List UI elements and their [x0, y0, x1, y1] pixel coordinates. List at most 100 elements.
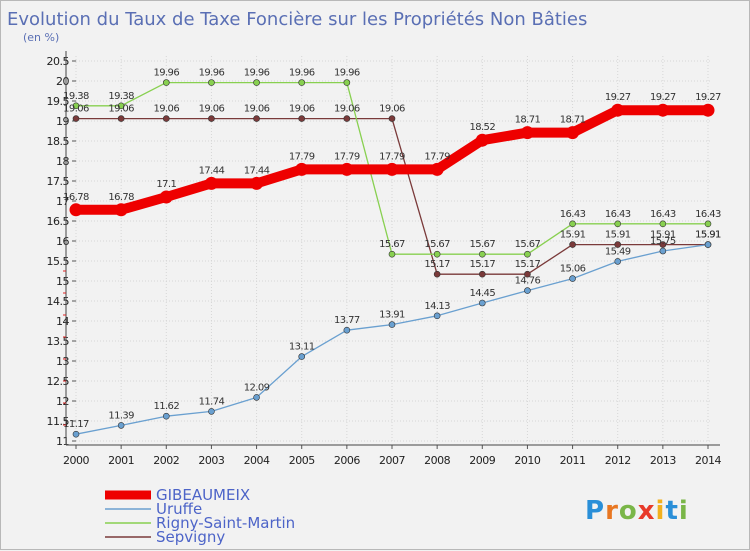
data-label: 15.67 [424, 239, 450, 250]
ytick-label: 12 [56, 395, 69, 408]
data-label: 17.79 [379, 151, 405, 162]
data-point [520, 126, 534, 140]
data-point [253, 115, 260, 122]
data-point [478, 299, 486, 307]
data-label: 15.91 [695, 230, 721, 241]
data-point [656, 103, 670, 117]
ytick-label: 16.5 [47, 215, 70, 228]
data-label: 19.38 [63, 91, 89, 102]
data-label: 16.78 [108, 192, 134, 203]
data-label: 15.17 [424, 259, 450, 270]
data-label: 19.96 [244, 68, 270, 79]
data-label: 16.43 [695, 209, 721, 220]
data-label: 19.27 [650, 92, 676, 103]
data-point [614, 241, 622, 248]
data-label: 19.06 [289, 104, 315, 115]
brand-letter: i [679, 496, 689, 526]
data-point [611, 103, 625, 117]
data-point [253, 394, 260, 401]
data-point [343, 115, 351, 122]
xtick-label: 2004 [244, 454, 270, 467]
data-label: 14.45 [469, 288, 495, 299]
data-point [659, 241, 667, 248]
data-point [253, 79, 260, 86]
data-point [475, 133, 489, 147]
data-label: 17.79 [424, 151, 450, 162]
data-point [343, 79, 351, 86]
data-label: 19.96 [334, 68, 360, 79]
data-label: 15.17 [515, 259, 541, 270]
series-gibeaumeix [69, 103, 715, 217]
xtick-label: 2006 [334, 454, 360, 467]
brand-letter: t [665, 496, 678, 526]
ytick-label: 13.5 [47, 335, 70, 348]
data-label: 15.49 [605, 246, 631, 257]
data-point [704, 220, 712, 228]
xtick-label: 2002 [153, 454, 179, 467]
ytick-label: 19.5 [47, 95, 70, 108]
data-point [524, 270, 531, 278]
data-point [162, 412, 170, 420]
axes: 1111.51212.51313.51414.51515.51616.51717… [47, 51, 722, 467]
ytick-label: 14.5 [47, 295, 70, 308]
data-point [614, 220, 622, 228]
brand-logo: Proxiti [585, 496, 689, 526]
data-point [298, 79, 306, 86]
data-point [430, 162, 444, 176]
data-point [72, 115, 80, 122]
xtick-label: 2013 [650, 454, 676, 467]
xtick-label: 2010 [514, 454, 540, 467]
brand-letter: x [638, 496, 656, 526]
data-point [704, 241, 712, 248]
data-point [298, 353, 306, 360]
data-label: 19.06 [153, 104, 179, 115]
data-label: 19.96 [289, 68, 315, 79]
ytick-label: 19 [56, 115, 69, 128]
data-point [162, 79, 170, 86]
legend-label: Uruffe [156, 500, 202, 518]
data-label: 15.75 [650, 236, 676, 247]
xtick-label: 2003 [198, 454, 224, 467]
legend: GIBEAUMEIXUruffeRigny-Saint-MartinSepvig… [105, 486, 295, 546]
data-point [433, 312, 441, 320]
xtick-label: 2009 [469, 454, 495, 467]
data-label: 19.27 [605, 92, 631, 103]
legend-label: Rigny-Saint-Martin [156, 514, 295, 532]
data-label: 15.91 [605, 230, 631, 241]
chart-title: Evolution du Taux de Taxe Foncière sur l… [7, 9, 587, 30]
data-label: 16.43 [650, 209, 676, 220]
data-point [524, 287, 531, 294]
data-label: 19.06 [334, 104, 360, 115]
data-label: 12.09 [244, 382, 270, 393]
data-point [569, 275, 576, 282]
brand-letter: r [605, 496, 619, 526]
data-label: 15.67 [469, 239, 495, 250]
data-label: 14.76 [515, 276, 541, 287]
data-point [659, 247, 667, 255]
data-label: 19.27 [695, 92, 721, 103]
data-label: 15.91 [695, 230, 721, 241]
data-point [478, 270, 486, 278]
series-rigny-saint-martin [72, 79, 712, 258]
ytick-label: 15.5 [47, 255, 70, 268]
data-point [478, 250, 486, 258]
data-point [388, 250, 396, 258]
data-point [569, 220, 576, 228]
data-label: 17.44 [199, 165, 225, 176]
brand-letter: o [619, 496, 638, 526]
data-point [114, 203, 128, 217]
data-point [433, 270, 441, 278]
data-point [298, 115, 306, 122]
xtick-label: 2007 [379, 454, 405, 467]
ytick-label: 20 [56, 75, 69, 88]
xtick-label: 2000 [63, 454, 89, 467]
data-label: 15.06 [560, 264, 586, 275]
data-point [117, 115, 125, 122]
data-label: 11.74 [199, 396, 225, 407]
data-point [117, 102, 125, 110]
data-point [614, 258, 622, 265]
data-point [208, 408, 215, 415]
data-label: 19.96 [153, 68, 179, 79]
data-point [208, 79, 215, 86]
